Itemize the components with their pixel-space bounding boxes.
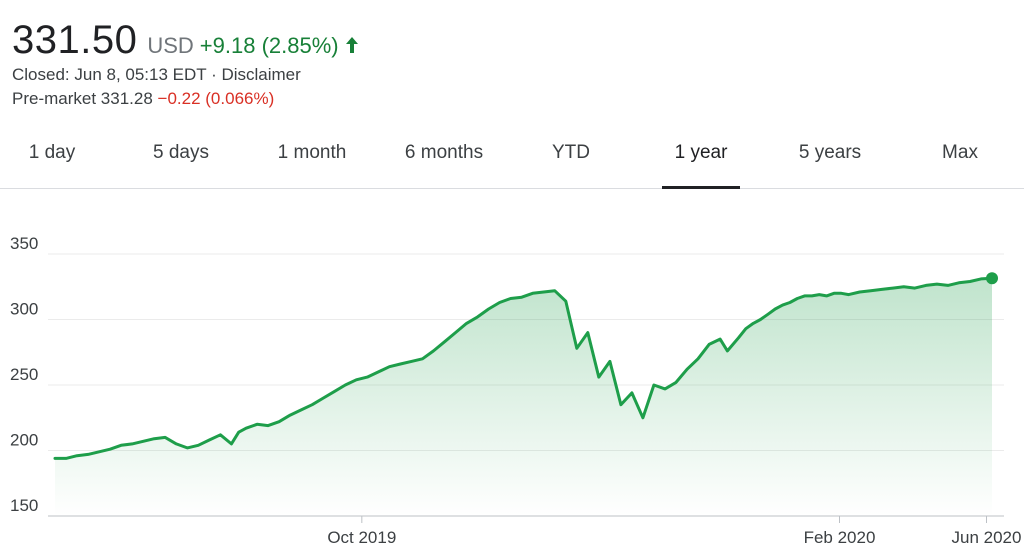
tab-5-days[interactable]: 5 days xyxy=(153,142,209,163)
currency-label: USD xyxy=(147,33,194,58)
active-tab-indicator xyxy=(662,186,740,189)
price-value: 331.50 xyxy=(12,18,138,62)
y-tick-label: 150 xyxy=(10,496,38,515)
x-axis: Oct 2019 Feb 2020 Jun 2020 xyxy=(327,516,1021,547)
x-tick-label: Feb 2020 xyxy=(804,528,876,547)
x-tick-label: Jun 2020 xyxy=(952,528,1022,547)
price-change: +9.18 (2.85%) xyxy=(199,33,339,58)
y-tick-label: 200 xyxy=(10,431,38,450)
tab-ytd[interactable]: YTD xyxy=(552,142,590,163)
y-tick-label: 300 xyxy=(10,300,38,319)
tab-1-month[interactable]: 1 month xyxy=(277,142,347,163)
price-area xyxy=(55,278,992,516)
y-axis: 350 300 250 200 150 xyxy=(10,234,38,515)
price-line xyxy=(53,276,994,460)
tab-max[interactable]: Max xyxy=(942,142,978,163)
price-chart[interactable]: 350 300 250 200 150 Oct 2019 Feb 2020 Jun 2020 xyxy=(0,188,1024,556)
premarket-info: Pre-market 331.28 −0.22 (0.066%) xyxy=(12,89,274,109)
x-tick-label: Oct 2019 xyxy=(327,528,396,547)
premarket-change: −0.22 (0.066%) xyxy=(157,89,275,108)
range-tabs: 1 day 5 days 1 month 6 months YTD 1 year… xyxy=(0,120,1024,189)
premarket-label: Pre-market 331.28 xyxy=(12,89,153,108)
arrow-up-icon xyxy=(345,37,358,53)
market-status: Closed: Jun 8, 05:13 EDT · Disclaimer xyxy=(12,65,301,84)
tab-1-year[interactable]: 1 year xyxy=(662,120,740,189)
y-tick-label: 250 xyxy=(10,365,38,384)
last-price-dot[interactable] xyxy=(986,272,998,285)
y-tick-label: 350 xyxy=(10,234,38,253)
tab-1-day[interactable]: 1 day xyxy=(28,142,76,163)
quote-header: 331.50 USD +9.18 (2.85%) xyxy=(12,18,359,63)
tab-5-years[interactable]: 5 years xyxy=(798,142,862,163)
tab-6-months[interactable]: 6 months xyxy=(404,142,484,163)
